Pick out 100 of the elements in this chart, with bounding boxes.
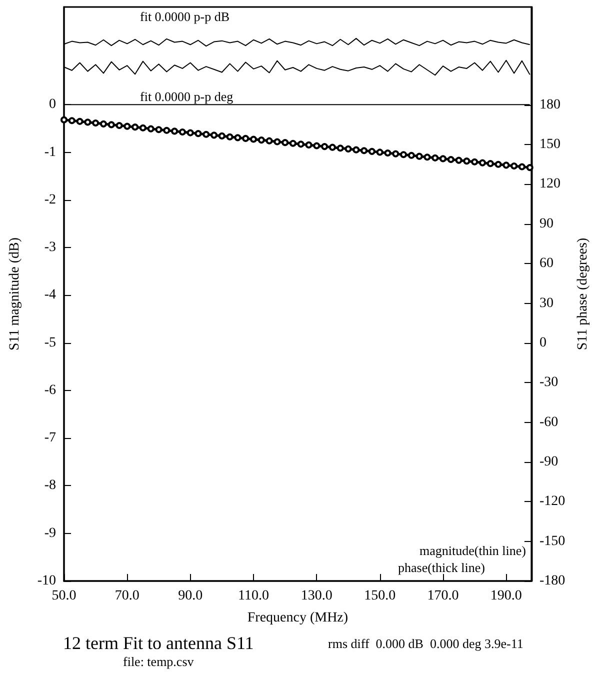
x-axis-title: Frequency (MHz) [247,610,348,626]
point [242,134,250,142]
y2-tick-label: -30 [539,375,558,390]
point [336,144,344,152]
point [234,134,242,142]
point [108,121,115,128]
point [440,155,447,162]
point [139,124,146,132]
point [478,159,486,166]
point [360,147,368,154]
point [486,160,494,168]
x-tick-label: 150.0 [364,588,396,604]
annotation: magnitude(thin line) [420,543,526,558]
point [178,128,186,136]
point [218,132,226,140]
point [210,132,218,139]
x-tick-label: 90.0 [178,588,203,604]
point [226,133,234,140]
y2-tick-label: 60 [539,256,554,272]
point [471,158,478,166]
point [376,148,384,156]
point [408,152,415,159]
point [400,151,408,158]
y2-tick-label: 180 [539,97,560,112]
point [92,119,100,126]
point [258,136,265,144]
y2-tick-label: 30 [539,296,554,311]
x-tick-label: 190.0 [490,588,522,604]
y-tick-label: -2 [44,192,56,208]
point [328,144,336,151]
y-tick-label: -8 [44,478,56,494]
point [282,139,289,146]
point [494,160,502,168]
point [100,120,107,128]
point [463,158,470,165]
point [124,122,131,130]
y-tick-label: -10 [37,574,56,588]
point [171,128,178,135]
text: file: temp.csv [123,654,194,669]
y-axis-title: S11 magnitude (dB) [8,237,22,351]
point [116,122,123,129]
y2-tick-label: 150 [539,137,560,152]
point [313,142,320,150]
y-tick-label: -7 [44,430,56,446]
y2-tick-label: 120 [539,176,560,192]
point [392,150,400,158]
x-tick-label: 110.0 [238,588,269,604]
y2-tick-label: -90 [539,454,558,470]
y2-axis-title: S11 phase (degrees) [576,238,590,350]
point [502,162,510,169]
point [432,154,439,162]
annotation: fit 0.0000 p-p deg [140,89,234,104]
y-tick-label: -3 [44,240,56,256]
point [352,146,360,154]
point [250,136,257,143]
point [84,118,92,126]
annotation: phase(thick line) [398,560,485,575]
y-tick-label: -9 [44,526,56,541]
point [384,150,392,157]
point [510,162,518,170]
point [266,137,273,144]
point [368,148,376,155]
point [274,138,281,146]
point [455,156,462,164]
x-tick-label: 50.0 [52,588,76,604]
point [68,117,76,124]
point [526,164,534,172]
point [344,145,352,152]
y-tick-label: -4 [44,288,56,303]
y2-tick-label: -120 [539,494,566,510]
x-tick-label: 70.0 [114,588,140,604]
point [76,118,84,125]
point [202,130,210,138]
point [147,125,154,132]
annotation: fit 0.0000 p-p dB [140,9,230,24]
y-tick-label: -6 [44,382,56,398]
text: rms diff 0.000 dB 0.000 deg 3.9e-11 [328,636,524,651]
point [424,154,431,161]
y-tick-label: -5 [44,335,56,350]
point [186,129,194,136]
y-tick-label: 0 [49,97,56,112]
point [305,141,312,148]
point [163,126,170,134]
y-tick-label: -1 [44,144,56,160]
x-tick-label: 170.0 [427,588,459,604]
y2-tick-label: -180 [539,574,566,588]
point [132,124,139,131]
point [518,163,526,170]
point [447,156,454,163]
point [416,152,423,160]
point [297,140,304,148]
y2-tick-label: -60 [539,414,558,430]
point [194,130,202,138]
point [60,116,68,124]
point [321,143,328,150]
point [289,140,296,147]
y2-tick-label: -150 [539,534,566,549]
x-tick-label: 130.0 [300,588,332,604]
y2-tick-label: 0 [539,335,546,350]
y2-tick-label: 90 [539,216,554,232]
